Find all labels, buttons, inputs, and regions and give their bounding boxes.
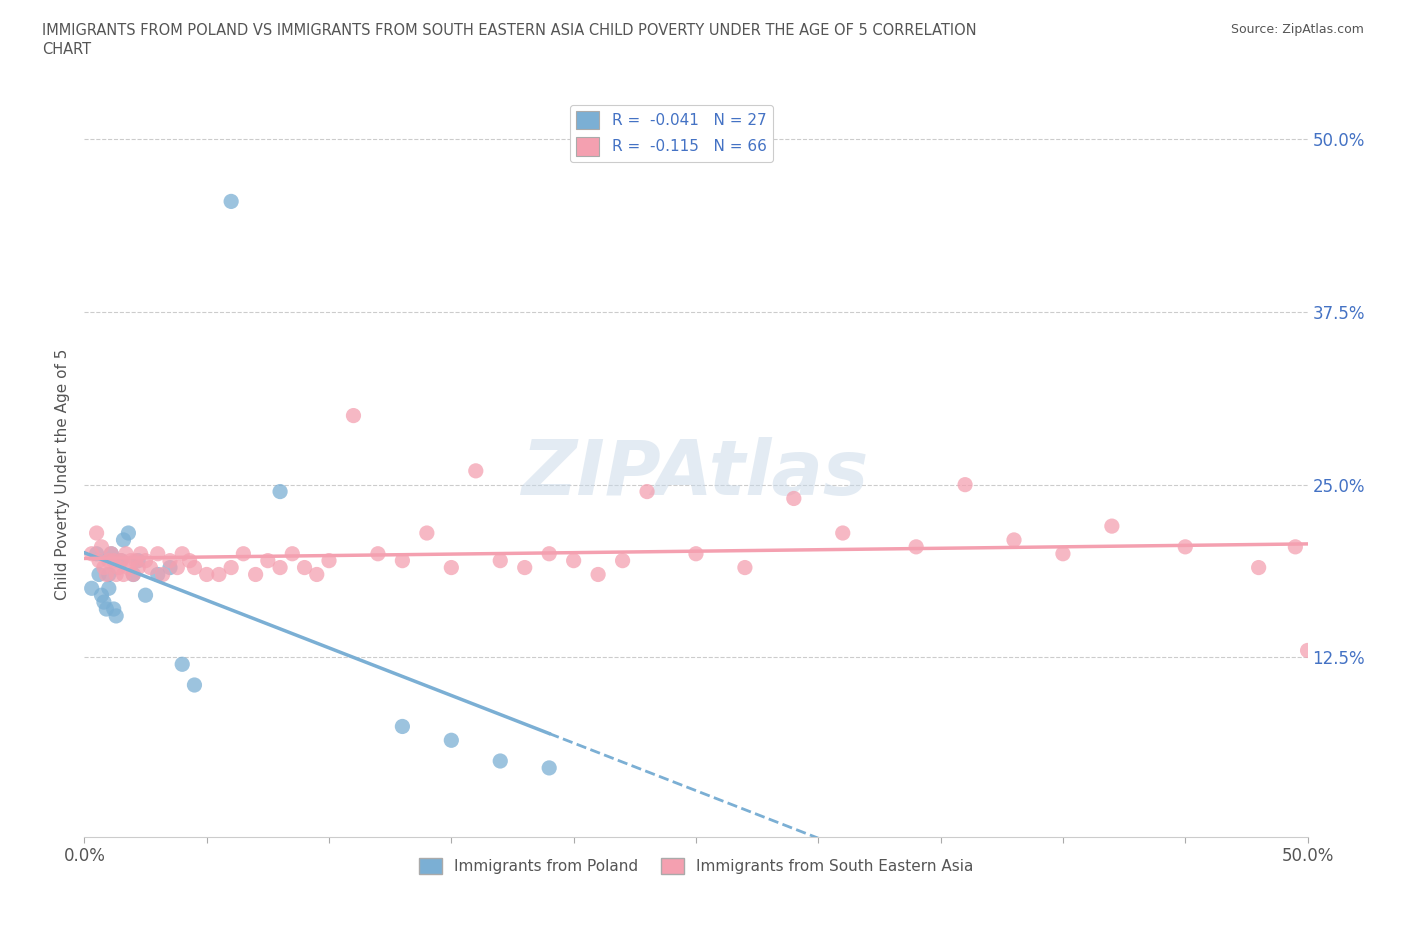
Point [232, 546, 254, 561]
Point [195, 567, 218, 582]
Point [636, 485, 658, 499]
Point [105, 567, 128, 582]
Point [219, 194, 242, 209]
Point [117, 525, 139, 540]
Point [159, 553, 181, 568]
Point [183, 560, 205, 575]
Point [367, 546, 389, 561]
Point [734, 560, 756, 575]
Point [1296, 643, 1319, 658]
Point [139, 560, 162, 575]
Point [318, 553, 340, 568]
Point [93, 560, 115, 575]
Point [146, 567, 169, 582]
Legend: Immigrants from Poland, Immigrants from South Eastern Asia: Immigrants from Poland, Immigrants from … [412, 852, 980, 880]
Point [115, 546, 138, 561]
Point [117, 560, 139, 575]
Point [87, 553, 110, 568]
Point [112, 567, 135, 582]
Point [172, 657, 194, 671]
Point [120, 553, 142, 568]
Point [783, 491, 806, 506]
Point [110, 553, 132, 568]
Point [440, 733, 463, 748]
Point [125, 553, 148, 568]
Point [103, 602, 125, 617]
Point [1174, 539, 1197, 554]
Point [80, 581, 103, 596]
Point [107, 560, 129, 575]
Point [127, 553, 149, 568]
Point [166, 560, 188, 575]
Point [86, 546, 108, 561]
Point [245, 567, 267, 582]
Point [100, 546, 122, 561]
Point [110, 553, 132, 568]
Point [97, 581, 120, 596]
Point [612, 553, 634, 568]
Point [562, 553, 585, 568]
Point [513, 560, 536, 575]
Point [135, 553, 157, 568]
Point [93, 594, 115, 609]
Text: CHART: CHART [42, 42, 91, 57]
Point [464, 463, 486, 478]
Point [489, 753, 512, 768]
Point [152, 567, 174, 582]
Point [159, 560, 181, 575]
Point [281, 546, 304, 561]
Point [416, 525, 439, 540]
Point [294, 560, 316, 575]
Point [538, 761, 561, 776]
Point [1052, 546, 1074, 561]
Point [122, 567, 145, 582]
Text: IMMIGRANTS FROM POLAND VS IMMIGRANTS FROM SOUTH EASTERN ASIA CHILD POVERTY UNDER: IMMIGRANTS FROM POLAND VS IMMIGRANTS FRO… [42, 23, 977, 38]
Point [905, 539, 928, 554]
Point [127, 560, 149, 575]
Point [538, 546, 561, 561]
Point [219, 560, 242, 575]
Point [183, 678, 205, 693]
Point [146, 546, 169, 561]
Point [86, 525, 108, 540]
Point [96, 602, 118, 617]
Point [122, 567, 145, 582]
Point [100, 546, 122, 561]
Point [135, 588, 157, 603]
Point [1247, 560, 1270, 575]
Point [87, 567, 110, 582]
Point [1002, 533, 1025, 548]
Point [305, 567, 328, 582]
Point [179, 553, 201, 568]
Point [112, 533, 135, 548]
Point [90, 588, 112, 603]
Point [172, 546, 194, 561]
Point [97, 567, 120, 582]
Point [80, 546, 103, 561]
Point [90, 539, 112, 554]
Point [269, 560, 291, 575]
Point [105, 608, 128, 623]
Point [342, 408, 364, 423]
Point [129, 546, 152, 561]
Point [489, 553, 512, 568]
Point [586, 567, 609, 582]
Point [831, 525, 853, 540]
Point [208, 567, 231, 582]
Point [1101, 519, 1123, 534]
Point [953, 477, 976, 492]
Point [269, 485, 291, 499]
Text: Source: ZipAtlas.com: Source: ZipAtlas.com [1230, 23, 1364, 36]
Point [1284, 539, 1306, 554]
Point [103, 553, 125, 568]
Point [391, 719, 413, 734]
Point [391, 553, 413, 568]
Text: ZIPAtlas: ZIPAtlas [522, 437, 870, 512]
Point [97, 553, 120, 568]
Y-axis label: Child Poverty Under the Age of 5: Child Poverty Under the Age of 5 [55, 349, 70, 600]
Point [96, 567, 118, 582]
Point [257, 553, 280, 568]
Point [440, 560, 463, 575]
Point [685, 546, 707, 561]
